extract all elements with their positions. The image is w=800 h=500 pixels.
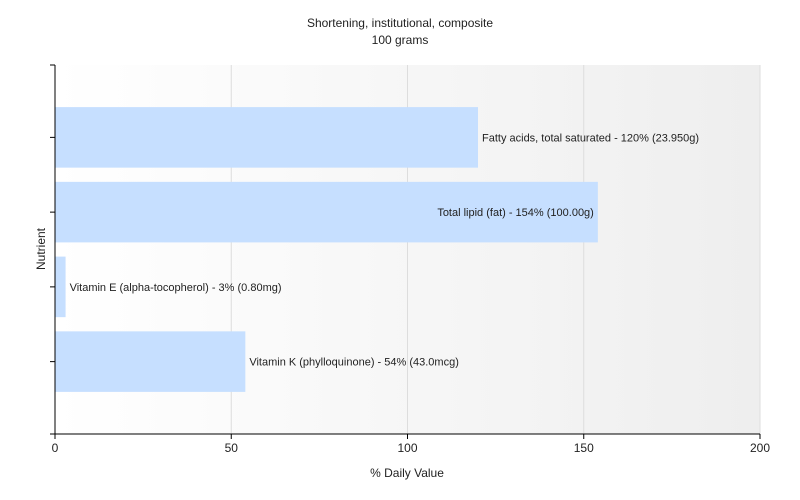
x-tick-label: 100	[397, 441, 417, 455]
bar	[55, 181, 598, 243]
x-tick-label: 50	[225, 441, 239, 455]
bar	[55, 107, 478, 168]
bar-data-label: Vitamin K (phylloquinone) - 54% (43.0mcg…	[249, 357, 459, 369]
y-axis-label: Nutrient	[34, 227, 48, 270]
bar	[55, 331, 246, 392]
bar-data-label: Vitamin E (alpha-tocopherol) - 3% (0.80m…	[70, 282, 282, 294]
chart-title: Shortening, institutional, composite	[307, 16, 493, 30]
bar	[55, 256, 66, 318]
bar-data-label: Fatty acids, total saturated - 120% (23.…	[482, 132, 699, 144]
x-axis-label: % Daily Value	[370, 466, 444, 480]
chart-subtitle: 100 grams	[372, 33, 429, 47]
axes: 0 50 100 150 200	[50, 64, 770, 455]
data-labels: Fatty acids, total saturated - 120% (23.…	[70, 132, 699, 368]
x-tick-label: 0	[52, 441, 59, 455]
x-tick-label: 150	[574, 441, 594, 455]
bars	[55, 107, 598, 392]
bar-data-label: Total lipid (fat) - 154% (100.00g)	[437, 207, 594, 219]
x-tick-label: 200	[750, 441, 770, 455]
